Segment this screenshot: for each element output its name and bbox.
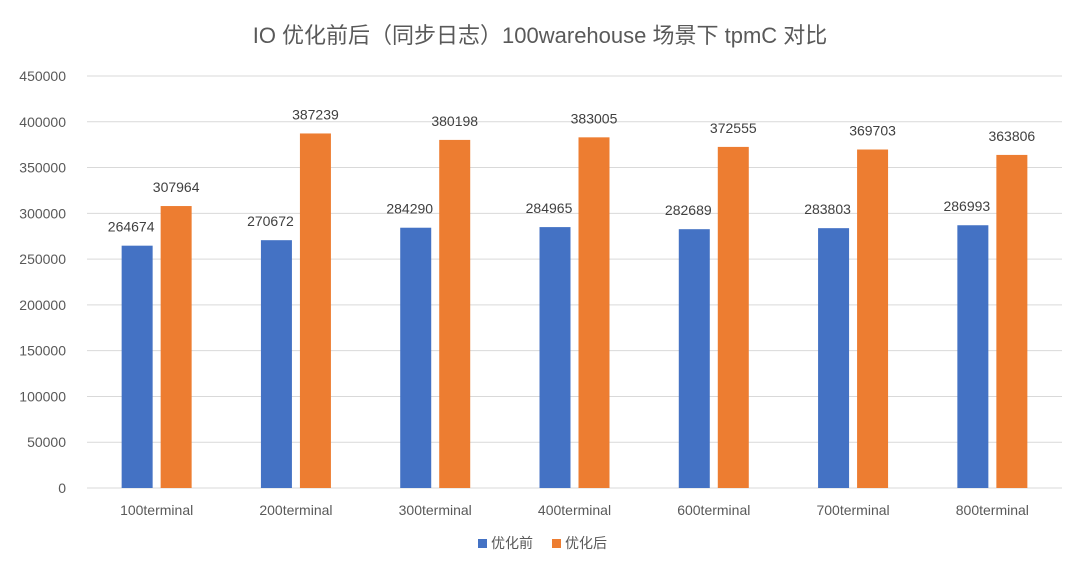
- data-label: 363806: [988, 128, 1035, 144]
- bar-after: [439, 139, 471, 489]
- data-label: 286993: [943, 198, 990, 214]
- x-tick-label: 200terminal: [259, 502, 332, 518]
- bars: [121, 133, 1028, 489]
- y-tick-label: 200000: [19, 297, 66, 313]
- legend-swatch: [552, 539, 561, 548]
- y-tick-label: 100000: [19, 388, 66, 404]
- bar-before: [260, 240, 292, 488]
- bar-before: [400, 227, 432, 488]
- legend: 优化前 优化后: [478, 535, 607, 551]
- legend-label: 优化前: [491, 535, 533, 551]
- y-tick-label: 300000: [19, 205, 66, 221]
- bar-before: [957, 225, 989, 489]
- data-label: 369703: [849, 123, 896, 139]
- bar-after: [996, 154, 1028, 488]
- chart-title: IO 优化前后（同步日志）100warehouse 场景下 tpmC 对比: [253, 23, 828, 48]
- x-axis: 100terminal 200terminal 300terminal 400term…: [120, 502, 1029, 518]
- bar-before: [121, 245, 153, 488]
- data-label: 284290: [386, 201, 433, 217]
- x-tick-label: 600terminal: [677, 502, 750, 518]
- data-labels: 264674 307964 270672 387239 284290 380198 2849…: [108, 106, 1036, 234]
- data-label: 283803: [804, 201, 851, 217]
- y-tick-label: 50000: [27, 434, 66, 450]
- bar-after: [857, 149, 889, 488]
- data-label: 307964: [153, 179, 200, 195]
- x-tick-label: 300terminal: [399, 502, 472, 518]
- data-label: 387239: [292, 106, 339, 122]
- legend-label: 优化后: [565, 535, 607, 551]
- bar-before: [678, 229, 710, 489]
- gridlines: [87, 75, 1062, 489]
- y-tick-label: 400000: [19, 114, 66, 130]
- y-tick-label: 450000: [19, 68, 66, 84]
- x-tick-label: 400terminal: [538, 502, 611, 518]
- data-label: 282689: [665, 202, 712, 218]
- bar-after: [160, 206, 192, 488]
- data-label: 383005: [571, 110, 618, 126]
- data-label: 284965: [526, 200, 573, 216]
- data-label: 270672: [247, 213, 294, 229]
- bar-before: [539, 227, 571, 489]
- bar-before: [818, 228, 850, 488]
- data-label: 372555: [710, 120, 757, 136]
- legend-swatch: [478, 539, 487, 548]
- data-label: 264674: [108, 219, 155, 235]
- bar-after: [299, 133, 331, 488]
- x-tick-label: 800terminal: [956, 502, 1029, 518]
- data-label: 380198: [431, 113, 478, 129]
- bar-after: [578, 137, 610, 488]
- y-axis: 0 50000 100000 150000 200000 250000 300000 3500…: [19, 68, 66, 496]
- y-tick-label: 150000: [19, 343, 66, 359]
- bar-after: [717, 146, 749, 488]
- x-tick-label: 700terminal: [816, 502, 889, 518]
- y-tick-label: 0: [58, 480, 66, 496]
- y-tick-label: 350000: [19, 160, 66, 176]
- y-tick-label: 250000: [19, 251, 66, 267]
- x-tick-label: 100terminal: [120, 502, 193, 518]
